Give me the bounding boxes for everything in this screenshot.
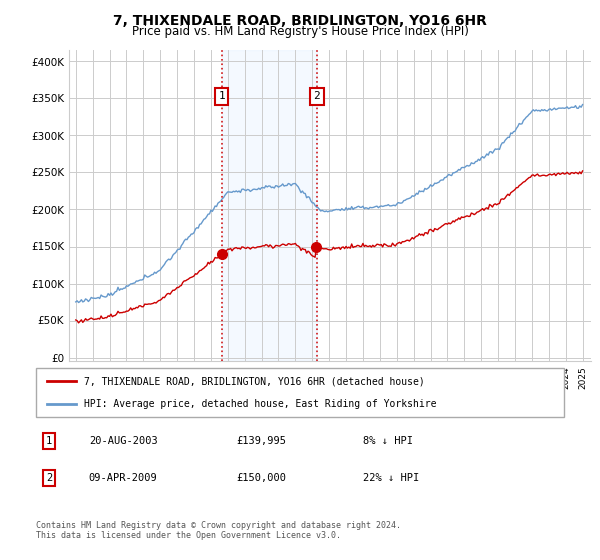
Text: Price paid vs. HM Land Registry's House Price Index (HPI): Price paid vs. HM Land Registry's House … — [131, 25, 469, 38]
Text: £139,995: £139,995 — [236, 436, 287, 446]
Text: 22% ↓ HPI: 22% ↓ HPI — [364, 473, 419, 483]
Text: 1: 1 — [46, 436, 52, 446]
Text: £150,000: £150,000 — [236, 473, 287, 483]
Text: 8% ↓ HPI: 8% ↓ HPI — [364, 436, 413, 446]
FancyBboxPatch shape — [36, 368, 564, 417]
Text: 2: 2 — [46, 473, 52, 483]
Bar — [222, 50, 317, 361]
Text: 2: 2 — [313, 91, 320, 101]
Text: Contains HM Land Registry data © Crown copyright and database right 2024.
This d: Contains HM Land Registry data © Crown c… — [36, 521, 401, 540]
Text: 1: 1 — [218, 91, 225, 101]
Text: 20-AUG-2003: 20-AUG-2003 — [89, 436, 158, 446]
Text: 09-APR-2009: 09-APR-2009 — [89, 473, 158, 483]
Text: 7, THIXENDALE ROAD, BRIDLINGTON, YO16 6HR: 7, THIXENDALE ROAD, BRIDLINGTON, YO16 6H… — [113, 14, 487, 28]
Text: 7, THIXENDALE ROAD, BRIDLINGTON, YO16 6HR (detached house): 7, THIXENDALE ROAD, BRIDLINGTON, YO16 6H… — [83, 376, 424, 386]
Text: HPI: Average price, detached house, East Riding of Yorkshire: HPI: Average price, detached house, East… — [83, 399, 436, 409]
